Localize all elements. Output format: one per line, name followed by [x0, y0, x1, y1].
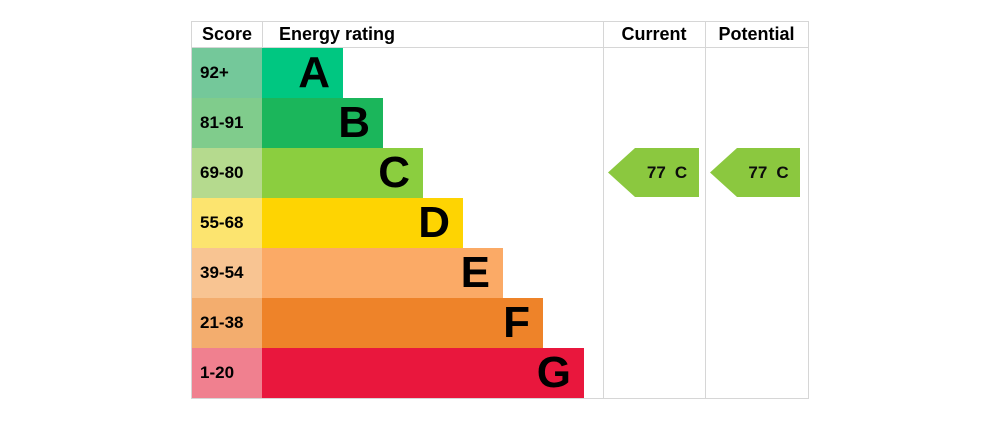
rating-bar-c: C [262, 148, 423, 198]
band-row-d: 55-68 D [192, 198, 808, 248]
potential-rating-value: 77 [748, 162, 768, 182]
band-row-g: 1-20 G [192, 348, 808, 398]
rating-bar-b: B [262, 98, 383, 148]
current-rating-band: C [674, 162, 688, 182]
score-range-cell: 92+ [192, 48, 262, 98]
score-column-header: Score [201, 24, 253, 44]
current-column-header: Current [621, 24, 687, 44]
band-letter: B [338, 98, 370, 147]
potential-rating-band: C [776, 162, 789, 182]
band-letter: A [298, 48, 330, 97]
score-range-cell: 55-68 [192, 198, 262, 248]
score-range-cell: 69-80 [192, 148, 262, 198]
current-rating-value: 77 [646, 162, 666, 182]
rating-bar-g: G [262, 348, 584, 398]
band-row-e: 39-54 E [192, 248, 808, 298]
rating-bar-e: E [262, 248, 503, 298]
energy-rating-column-header: Energy rating [279, 24, 396, 44]
band-rows: 92+ A 81-91 B 69-80 C 55-68 D 39-54 [192, 48, 808, 398]
rating-bar-d: D [262, 198, 463, 248]
score-range-cell: 1-20 [192, 348, 262, 398]
score-range-cell: 21-38 [192, 298, 262, 348]
current-column-divider [603, 22, 604, 398]
potential-column-divider [705, 22, 706, 398]
band-letter: E [460, 248, 490, 297]
score-range-cell: 39-54 [192, 248, 262, 298]
band-letter: G [536, 348, 571, 397]
band-row-b: 81-91 B [192, 98, 808, 148]
rating-bar-a: A [262, 48, 343, 98]
band-row-f: 21-38 F [192, 298, 808, 348]
band-row-a: 92+ A [192, 48, 808, 98]
band-letter: C [378, 148, 410, 197]
potential-column-header: Potential [718, 24, 795, 44]
score-range-cell: 81-91 [192, 98, 262, 148]
band-row-c: 69-80 C [192, 148, 808, 198]
band-letter: F [503, 298, 530, 347]
table-header: Score Energy rating Current Potential [192, 22, 808, 48]
epc-rating-graph: Score Energy rating Current Potential 92… [191, 21, 809, 399]
score-header-divider [262, 22, 263, 48]
rating-bar-f: F [262, 298, 543, 348]
band-letter: D [418, 198, 450, 247]
